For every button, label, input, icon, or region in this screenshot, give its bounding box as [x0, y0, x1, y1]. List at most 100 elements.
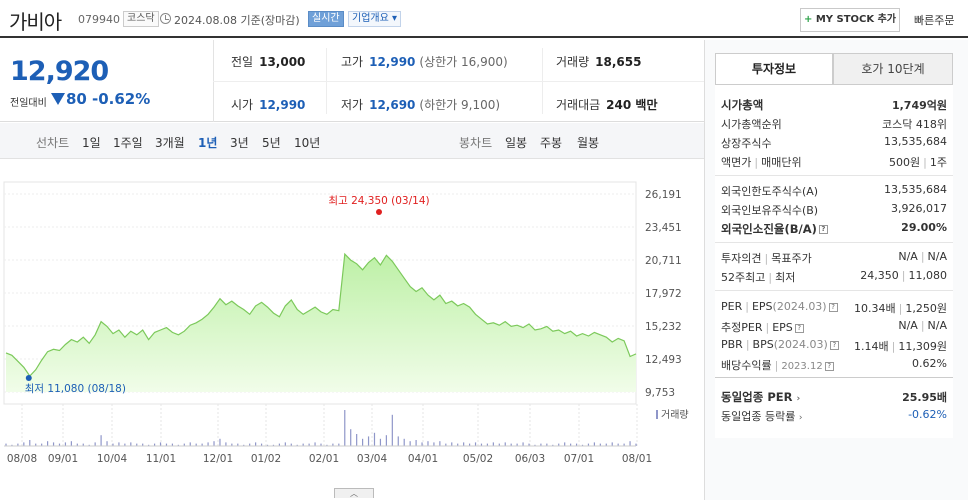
volume-bar: [617, 443, 619, 446]
tab-monthly-candle[interactable]: 월봉: [577, 136, 600, 150]
volume-bar: [611, 442, 613, 446]
tab-10year[interactable]: 10년: [294, 136, 321, 150]
tab-5year[interactable]: 5년: [262, 136, 281, 150]
sector-per-value: 25.95배: [902, 391, 947, 404]
trade-amount: 거래대금 240 백만: [556, 96, 657, 113]
volume-bar: [338, 443, 340, 446]
par-label: 액면가: [721, 156, 752, 169]
quick-order-link[interactable]: 빠른주문: [914, 14, 955, 27]
volume-bar: [332, 443, 334, 446]
sector-rate-row: 동일업종 등락률 › -0.62%: [721, 406, 947, 424]
help-icon[interactable]: ?: [824, 361, 834, 371]
volume-bar: [70, 441, 72, 446]
company-info-dropdown[interactable]: 기업개요 ▾: [348, 11, 402, 27]
volume-bar: [266, 444, 269, 446]
volume-bar: [498, 443, 500, 446]
investment-info-box: 시가총액 1,749억원 시가총액순위 코스닥 418위 상장주식수 13,535,6…: [715, 84, 953, 438]
tab-daily-candle[interactable]: 일봉: [505, 136, 528, 150]
pbr-bps-value: 1.14배 | 11,309원: [854, 340, 947, 353]
sector-per-link[interactable]: 동일업종 PER ›: [721, 389, 800, 405]
chart-resize-handle[interactable]: ︿: [334, 488, 374, 498]
market-cap-row: 시가총액 1,749억원: [721, 95, 947, 113]
tab-1year[interactable]: 1년: [198, 136, 218, 150]
x-tick-label: 06/03: [515, 453, 545, 465]
volume-bar: [231, 443, 233, 446]
foreign-hold-value: 3,926,017: [891, 202, 947, 215]
est-per-value: N/A: [898, 319, 918, 332]
pbr-value: 1.14배: [854, 340, 889, 353]
volume-bar: [272, 444, 275, 446]
week52-high-label: 52주최고: [721, 271, 766, 284]
high-value: 12,990: [369, 55, 416, 69]
volume-bar: [451, 442, 453, 446]
volume-bar: [564, 442, 566, 446]
dividend-label: 배당수익률: [721, 359, 772, 372]
help-icon[interactable]: ?: [818, 225, 828, 234]
volume-value: 18,655: [595, 55, 642, 69]
week52-label: 52주최고 | 최저: [721, 271, 796, 284]
tab-orderbook[interactable]: 호가 10단계: [833, 53, 953, 85]
low-price: 저가 12,690 (하한가 9,100): [341, 96, 500, 113]
volume-bar: [373, 432, 376, 446]
dividend-row: 배당수익률 | 2023.12? 0.62%: [721, 355, 947, 373]
help-icon[interactable]: ?: [829, 340, 839, 350]
price-chart[interactable]: 최고 24,350 (03/14) 최저 11,080 (08/18) 거래량 2…: [0, 160, 704, 500]
change-percent: -0.62%: [92, 90, 151, 108]
dividend-year: 2023.12: [781, 361, 823, 372]
volume-bar: [219, 438, 221, 446]
foreign-limit-row: 외국인한도주식수(A) 13,535,684: [721, 181, 947, 199]
volume-bar: [296, 444, 298, 446]
y-tick-label: 12,493: [645, 354, 682, 366]
add-mystock-button[interactable]: + MY STOCK 추가: [800, 8, 900, 32]
opinion-row: 투자의견 | 목표주가 N/A | N/A: [721, 248, 947, 266]
tab-3year[interactable]: 3년: [230, 136, 249, 150]
volume-bar: [522, 442, 524, 446]
realtime-button[interactable]: 실시간: [308, 11, 344, 27]
volume-bar: [427, 441, 429, 446]
per-eps-value: 10.34배 | 1,250원: [854, 302, 947, 315]
tab-investment-info[interactable]: 투자정보: [715, 53, 833, 85]
volume-bar: [362, 438, 364, 446]
eps-value: 1,250원: [905, 302, 947, 315]
x-tick-label: 10/04: [97, 453, 128, 465]
foreign-hold-label: 외국인보유주식수(B): [721, 204, 819, 217]
bps-label: BPS: [752, 338, 774, 351]
tab-1week[interactable]: 1주일: [113, 136, 143, 150]
volume-bar: [124, 443, 126, 446]
tab-weekly-candle[interactable]: 주봉: [540, 136, 563, 150]
volume-bar: [308, 443, 310, 446]
stock-name: 가비아: [9, 10, 62, 34]
week52-value: 24,350 | 11,080: [860, 269, 947, 282]
par-unit-label: 액면가 | 매매단위: [721, 156, 802, 169]
volume-bar: [189, 442, 191, 446]
clock-icon: [160, 13, 171, 24]
sector-per-label: 동일업종 PER: [721, 390, 793, 404]
sector-rate-link[interactable]: 동일업종 등락률 ›: [721, 408, 802, 424]
x-tick-label: 12/01: [203, 453, 233, 465]
volume-label: 거래량: [556, 55, 590, 69]
volume-bar: [148, 444, 150, 446]
tab-3month[interactable]: 3개월: [155, 136, 185, 150]
volume-bar: [165, 443, 168, 446]
base-date: 2024.08.08 기준(장마감): [174, 14, 300, 27]
est-per-label: 추정PER: [721, 321, 763, 334]
x-tick-label: 05/02: [463, 453, 493, 465]
stock-header: 가비아 079940 코스닥 2024.08.08 기준(장마감) 실시간 기업…: [0, 0, 968, 38]
volume-bar: [575, 443, 578, 446]
period-tabs: 선차트 1일 1주일 3개월 1년 3년 5년 10년 봉차트 일봉 주봉 월봉: [0, 123, 704, 159]
help-icon[interactable]: ?: [794, 323, 804, 333]
help-icon[interactable]: ?: [828, 302, 838, 312]
high-price: 고가 12,990 (상한가 16,900): [341, 53, 508, 70]
volume-bar: [599, 443, 601, 446]
est-per-row: 추정PER | EPS? N/A | N/A: [721, 317, 947, 335]
volume-bar: [403, 438, 405, 446]
pbr-label: PBR: [721, 338, 743, 351]
divider: [715, 242, 953, 243]
tab-1day[interactable]: 1일: [82, 136, 101, 150]
volume-bar: [153, 443, 156, 446]
volume-bar: [409, 441, 411, 446]
volume-bar: [5, 443, 7, 446]
volume-bar: [397, 436, 399, 446]
unit-value: 1주: [929, 156, 947, 169]
y-tick-label: 23,451: [645, 222, 682, 234]
